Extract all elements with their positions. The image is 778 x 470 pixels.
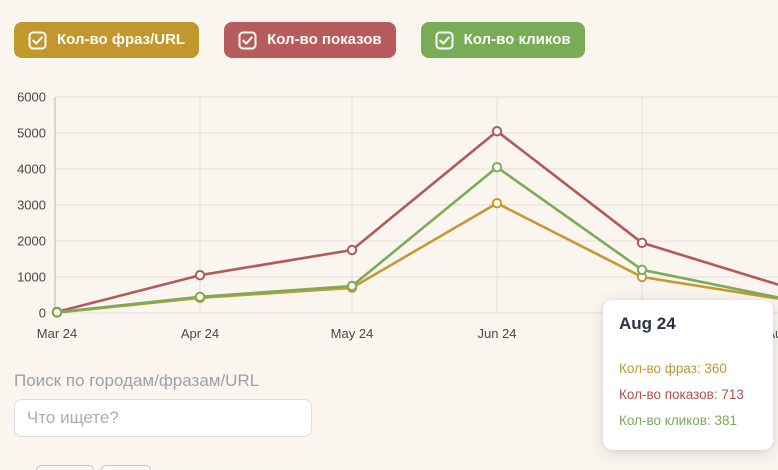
svg-text:Jun 24: Jun 24 [477,326,516,341]
legend-toggle-phrases[interactable]: Кол-во фраз/URL [14,22,200,58]
data-point[interactable] [346,244,358,256]
svg-text:May 24: May 24 [331,326,374,341]
series-Кол-во показов[interactable] [51,126,778,318]
chart-tooltip: Aug 24 Кол-во фраз: 360 Кол-во показов: … [603,300,773,450]
svg-text:0: 0 [39,306,46,321]
line-chart-canvas[interactable]: 0 1000 2000 3000 4000 5000 6000 Mar 24 Apr 24 May… [0,85,778,347]
data-point[interactable] [194,270,206,281]
chart-legend: Кол-во фраз/URL Кол-во показов Кол-во кл… [14,22,585,58]
data-point[interactable] [194,291,206,303]
legend-label-phrases: Кол-во фраз/URL [57,31,186,48]
svg-text:2000: 2000 [17,234,46,249]
data-point[interactable] [346,280,358,292]
data-point[interactable] [491,126,503,137]
legend-toggle-impressions[interactable]: Кол-во показов [224,22,396,58]
svg-text:5000: 5000 [17,126,46,141]
search-label: Поиск по городам/фразам/URL [14,371,260,390]
series-Кол-во кликов[interactable] [51,162,778,318]
tooltip-title: Aug 24 [619,314,676,333]
legend-label-clicks: Кол-во кликов [463,31,571,48]
search-input[interactable] [14,399,312,437]
checkbox-checked-icon [435,31,454,50]
data-point[interactable] [491,162,503,173]
svg-text:4000: 4000 [17,162,46,177]
checkbox-checked-icon [28,31,47,50]
svg-text:Apr 24: Apr 24 [181,326,219,341]
data-point[interactable] [491,198,503,209]
data-point[interactable] [636,237,648,249]
legend-toggle-clicks[interactable]: Кол-во кликов [420,22,585,58]
chart-grid [55,96,778,314]
bottom-stub-button-2[interactable] [101,465,151,470]
checkbox-checked-icon [238,31,257,50]
y-axis-tick-labels: 0 1000 2000 3000 4000 5000 6000 [17,90,46,321]
svg-text:Mar 24: Mar 24 [37,326,77,341]
tooltip-row-clicks: Кол-во кликов: 381 [619,413,737,428]
svg-text:6000: 6000 [17,90,46,105]
tooltip-row-impressions: Кол-во показов: 713 [619,387,744,402]
svg-text:1000: 1000 [17,270,46,285]
data-point[interactable] [636,264,648,276]
tooltip-row-phrases: Кол-во фраз: 360 [619,361,727,376]
line-chart[interactable]: 0 1000 2000 3000 4000 5000 6000 Mar 24 Apr 24 May… [0,85,778,347]
legend-label-impressions: Кол-во показов [267,31,382,48]
data-point[interactable] [51,307,63,318]
svg-text:3000: 3000 [17,198,46,213]
bottom-stub-button-1[interactable] [36,465,94,470]
